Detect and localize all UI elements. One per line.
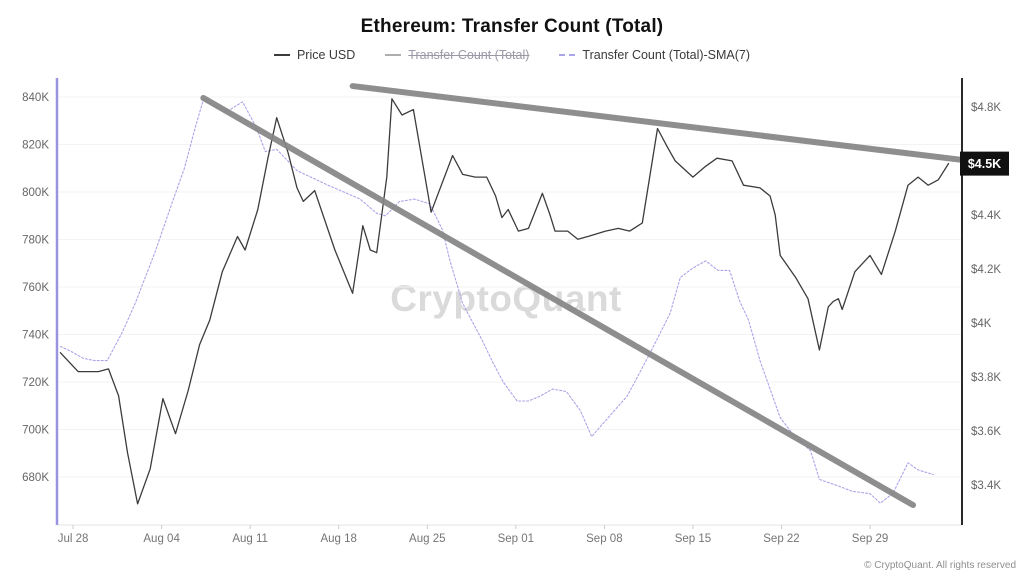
chart-title: Ethereum: Transfer Count (Total) [360, 16, 664, 37]
x-axis-tick-label: Jul 28 [58, 533, 89, 545]
legend-label: Price USD [296, 48, 356, 62]
sma-line [59, 98, 934, 504]
upper-trendline [349, 83, 966, 163]
x-axis-tick-label: Sep 08 [586, 533, 622, 545]
right-axis-tick-label: $4K [971, 318, 992, 330]
last-price-badge-label: $4.5K [968, 157, 1001, 171]
price-usd-line [59, 98, 950, 505]
lower-trendline [200, 94, 917, 509]
left-axis-tick-label: 800K [22, 187, 49, 199]
left-axis-tick-label: 840K [22, 92, 49, 104]
left-axis-tick-label: 820K [22, 140, 49, 152]
x-axis-tick-label: Aug 04 [143, 533, 180, 545]
legend-item-price-usd[interactable]: Price USD [273, 48, 356, 62]
right-axis-tick-label: $3.6K [971, 426, 1001, 438]
transfer-count-line-marker-icon [385, 54, 402, 56]
x-axis-tick-label: Sep 22 [763, 533, 799, 545]
last-price-badge [960, 151, 1009, 176]
right-axis-tick-label: $3.8K [971, 372, 1001, 384]
left-axis-tick-label: 780K [22, 235, 49, 247]
plot-area[interactable] [57, 78, 962, 525]
legend-label: Transfer Count (Total) [408, 48, 530, 62]
left-axis-tick-label: 720K [22, 377, 49, 389]
x-axis-tick-label: Sep 15 [675, 533, 711, 545]
legend-item-transfer-count-sma7[interactable]: Transfer Count (Total)-SMA(7) [559, 48, 750, 62]
copyright-text: © CryptoQuant. All rights reserved [864, 560, 1016, 571]
right-axis-tick-label: $4.2K [971, 264, 1001, 276]
right-axis-tick-label: $3.4K [971, 480, 1001, 492]
legend-label: Transfer Count (Total)-SMA(7) [582, 48, 751, 62]
left-axis-tick-label: 740K [22, 330, 49, 342]
sma-line-marker-icon [559, 54, 576, 56]
x-axis-tick-label: Aug 18 [320, 533, 356, 545]
left-axis-tick-label: 700K [22, 425, 49, 437]
left-axis-tick-label: 760K [22, 282, 49, 294]
x-axis-tick-label: Aug 25 [409, 533, 445, 545]
left-axis-tick-label: 680K [22, 472, 49, 484]
right-axis-tick-label: $4.4K [971, 210, 1001, 222]
x-axis-tick-label: Sep 01 [498, 533, 534, 545]
right-axis-tick-label: $4.8K [971, 102, 1001, 114]
x-axis-tick-label: Sep 29 [852, 533, 888, 545]
price-usd-line-marker-icon [273, 54, 290, 56]
x-axis-tick-label: Aug 11 [232, 533, 268, 545]
legend: Price USD Transfer Count (Total) Transfe… [0, 48, 1024, 62]
legend-item-transfer-count[interactable]: Transfer Count (Total) [385, 48, 529, 62]
